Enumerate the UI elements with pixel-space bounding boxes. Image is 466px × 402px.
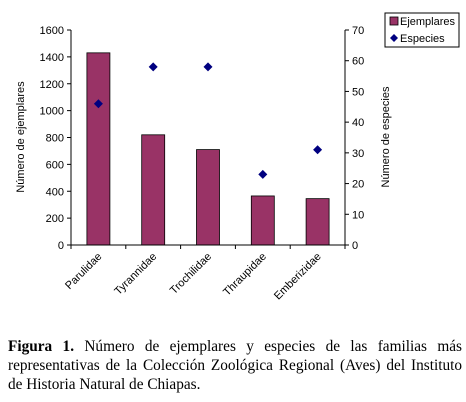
y2-axis-label: Número de especies xyxy=(380,86,392,187)
bar xyxy=(196,149,220,246)
x-tick-label: Emberizidae xyxy=(272,251,324,303)
x-tick-label: Thraupidae xyxy=(221,251,269,299)
y2-tick-label: 50 xyxy=(352,86,364,98)
legend-label-bars: Ejemplares xyxy=(400,16,456,28)
y2-tick-label: 40 xyxy=(352,117,364,129)
legend: Ejemplares Especies xyxy=(384,12,460,48)
y2-tick-label: 70 xyxy=(352,25,364,37)
y-tick-label: 0 xyxy=(58,240,64,252)
chart: 0 200 400 600 800 1000 1200 1400 1600 0 10 20 30 40 50… xyxy=(15,12,460,302)
bar xyxy=(141,134,166,246)
bar xyxy=(250,195,275,246)
y2-tick-label: 0 xyxy=(352,240,358,252)
y2-tick-label: 30 xyxy=(352,148,364,160)
y2-tick-label: 10 xyxy=(352,209,364,221)
y-axis-label: Número de ejemplares xyxy=(15,81,27,193)
data-point xyxy=(313,145,323,155)
caption-label: Figura 1. xyxy=(8,338,75,355)
y-tick-label: 1600 xyxy=(40,25,64,37)
y-tick-label: 400 xyxy=(46,186,64,198)
legend-swatch-bars xyxy=(389,16,399,26)
y-tick-label: 1200 xyxy=(40,79,64,91)
y2-tick-label: 20 xyxy=(352,179,364,191)
data-point xyxy=(148,62,158,72)
caption-text: Número de ejemplares y especies de las f… xyxy=(8,338,462,393)
bar xyxy=(305,198,330,246)
legend-label-points: Especies xyxy=(400,33,445,45)
x-tick-label: Trochilidae xyxy=(168,251,214,297)
data-point xyxy=(258,169,268,179)
x-tick-label: Parulidae xyxy=(63,251,104,292)
y-tick-label: 600 xyxy=(46,159,64,171)
plot-area: 0 200 400 600 800 1000 1200 1400 1600 0 10 20 30 40 50… xyxy=(40,25,365,302)
data-point xyxy=(93,99,103,109)
figure-caption: Figura 1. Número de ejemplares y especie… xyxy=(8,337,462,394)
legend-marker-diamond xyxy=(390,34,398,42)
data-point xyxy=(203,62,213,72)
y2-tick-label: 60 xyxy=(352,56,364,68)
x-tick-label: Tyrannidae xyxy=(112,251,159,298)
y-tick-label: 1400 xyxy=(40,52,64,64)
y-tick-label: 200 xyxy=(46,213,64,225)
y-tick-label: 1000 xyxy=(40,106,64,118)
bar xyxy=(86,52,111,246)
y-tick-label: 800 xyxy=(46,133,64,145)
